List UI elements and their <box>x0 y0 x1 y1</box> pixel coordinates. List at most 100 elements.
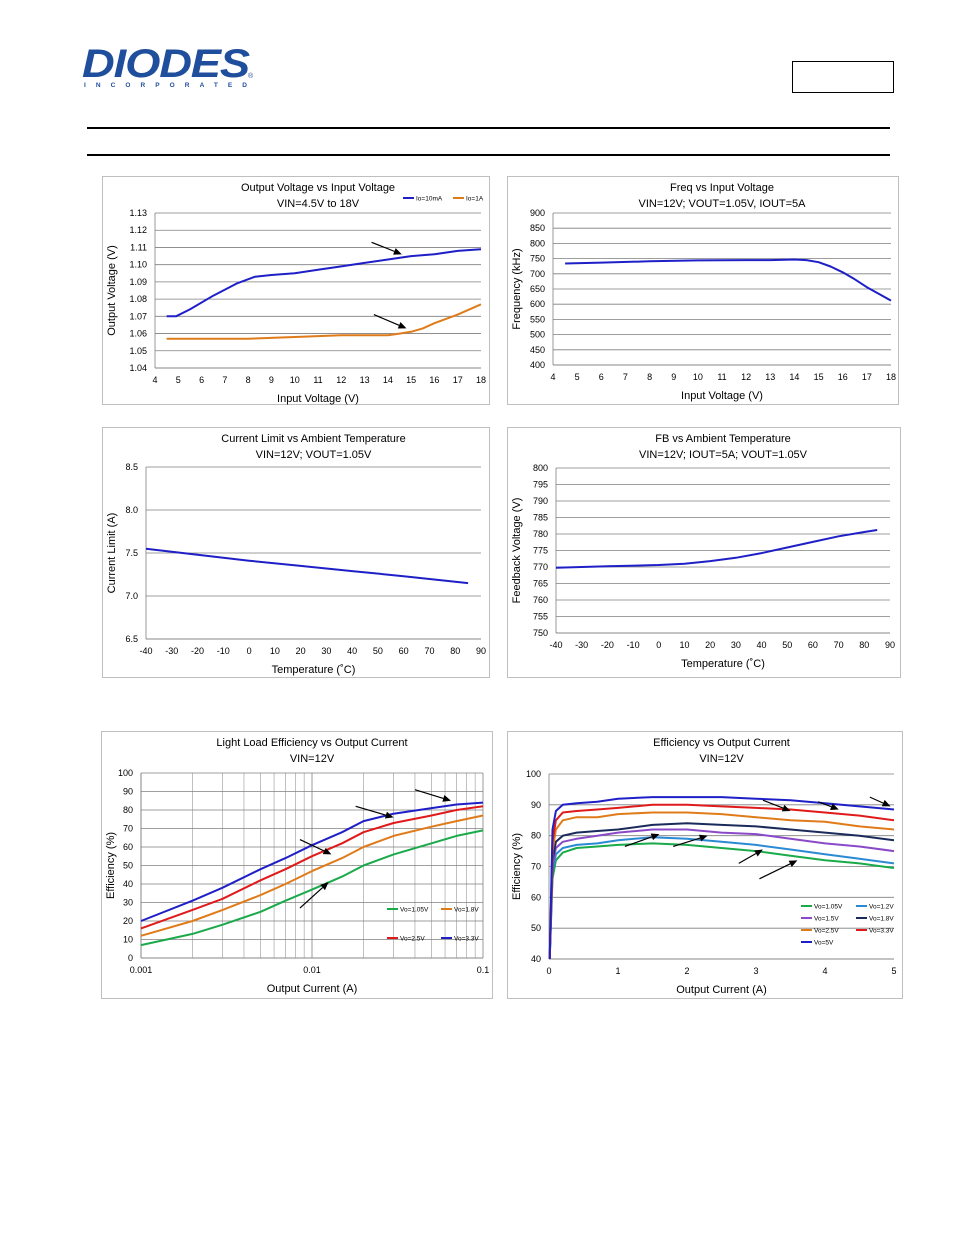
chart-1-x-tick-label: 10 <box>290 375 300 385</box>
chart-1-legend-label: Io=1A <box>466 196 484 203</box>
chart-1-annotation-arrowhead <box>393 248 402 255</box>
freq-series-fsw <box>565 258 892 302</box>
chart-4-y-tick-label: 770 <box>533 562 548 572</box>
chart-5-annotation-arrowhead <box>320 882 329 891</box>
brand-wordmark: DIODES <box>82 42 250 86</box>
chart-5-y-tick-label: 30 <box>123 898 133 908</box>
chart-2-x-tick-label: 15 <box>814 372 824 382</box>
chart-5-annotation-arrowhead <box>322 847 332 855</box>
chart-2-x-tick-label: 13 <box>765 372 775 382</box>
chart-1-x-tick-label: 18 <box>476 375 486 385</box>
eff-series-vo-1-8v <box>548 822 895 960</box>
chart-3-title: Current Limit vs Ambient Temperature <box>221 433 405 445</box>
chart-4-x-tick-label: -10 <box>627 640 640 650</box>
chart-3-x-tick-label: -30 <box>165 646 178 656</box>
chart-1-annotation-arrowhead <box>397 322 407 329</box>
chart-6-x-tick-label: 3 <box>753 966 758 976</box>
chart-2-x-tick-label: 8 <box>647 372 652 382</box>
chart-6-y-tick-label: 80 <box>531 831 541 841</box>
chart-6-legend-label: Vo=1.05V <box>814 904 843 911</box>
chart-2-x-tick-label: 16 <box>838 372 848 382</box>
vfb-series-vfb <box>555 529 878 569</box>
chart-3-x-tick-label: 70 <box>424 646 434 656</box>
chart-4-x-tick-label: 10 <box>679 640 689 650</box>
chart-4-y-tick-label: 795 <box>533 480 548 490</box>
chart-3-x-tick-label: 50 <box>373 646 383 656</box>
chart-1-y-tick-label: 1.13 <box>129 208 147 218</box>
header-rule-bottom <box>87 154 890 156</box>
chart-4-x-tick-label: 60 <box>808 640 818 650</box>
chart-5-y-tick-label: 60 <box>123 842 133 852</box>
chart-6-y-tick-label: 70 <box>531 862 541 872</box>
chart-2-y-tick-label: 450 <box>530 345 545 355</box>
chart-2-x-axis-label: Input Voltage (V) <box>681 390 763 402</box>
chart-6-y-tick-label: 60 <box>531 892 541 902</box>
chart-panel-light-load-efficiency: Light Load Efficiency vs Output Current V… <box>101 731 493 999</box>
chart-6-annotation-arrow <box>673 837 701 848</box>
chart-4-y-tick-label: 750 <box>533 628 548 638</box>
chart-4-y-tick-label: 790 <box>533 496 548 506</box>
chart-3-x-tick-label: 10 <box>270 646 280 656</box>
eff-series-vo-1-2v <box>548 836 895 960</box>
chart-1-title: Output Voltage vs Input Voltage <box>241 182 395 194</box>
diodes-logo: DIODES INCORPORATED ® <box>82 42 254 89</box>
chart-1-x-tick-label: 13 <box>360 375 370 385</box>
chart-3-x-tick-label: 40 <box>347 646 357 656</box>
ilim-series-ilim <box>145 547 469 585</box>
chart-2-x-tick-label: 18 <box>886 372 896 382</box>
chart-2-x-tick-label: 9 <box>671 372 676 382</box>
chart-2-x-tick-label: 5 <box>575 372 580 382</box>
chart-5-title: Light Load Efficiency vs Output Current <box>216 737 407 749</box>
chart-1-legend-label: Io=10mA <box>416 196 443 203</box>
eff-series-vo-3-3v <box>548 803 895 960</box>
chart-4-y-axis-label: Feedback Voltage (V) <box>511 498 523 604</box>
chart-1-x-tick-label: 15 <box>406 375 416 385</box>
chart-5-y-tick-label: 0 <box>128 953 133 963</box>
chart-2-y-axis-label: Frequency (kHz) <box>511 248 523 329</box>
chart-3-x-tick-label: 20 <box>296 646 306 656</box>
chart-5-y-tick-label: 70 <box>123 824 133 834</box>
registered-mark: ® <box>248 72 254 80</box>
chart-1-y-tick-label: 1.11 <box>130 242 147 252</box>
chart-panel-output-voltage: Output Voltage vs Input Voltage VIN=4.5V … <box>102 176 490 405</box>
chart-6-annotation-arrow <box>624 836 653 848</box>
part-number-box <box>792 61 894 93</box>
chart-5-x-tick-label: 0.001 <box>130 965 153 975</box>
chart-1-x-tick-label: 12 <box>336 375 346 385</box>
chart-6-x-tick-label: 5 <box>891 966 896 976</box>
chart-6-legend-label: Vo=5V <box>814 940 834 947</box>
chart-panel-feedback-voltage: FB vs Ambient Temperature VIN=12V; IOUT=5… <box>507 427 901 678</box>
chart-6-x-tick-label: 1 <box>615 966 620 976</box>
chart-1-x-tick-label: 8 <box>246 375 251 385</box>
chart-4-x-tick-label: 30 <box>731 640 741 650</box>
light-eff-series-vo-3-3v <box>140 801 484 922</box>
chart-5-y-tick-label: 100 <box>118 768 133 778</box>
frequency-chart: Freq vs Input Voltage VIN=12V; VOUT=1.05V… <box>511 182 896 402</box>
chart-panel-current-limit: Current Limit vs Ambient Temperature VIN=… <box>102 427 490 678</box>
output-voltage-chart: Output Voltage vs Input Voltage VIN=4.5V … <box>106 182 486 405</box>
chart-6-y-axis-label: Efficiency (%) <box>511 833 523 900</box>
chart-6-annotation-arrowhead <box>788 860 798 867</box>
chart-2-x-tick-label: 14 <box>789 372 799 382</box>
chart-5-y-tick-label: 90 <box>123 787 133 797</box>
chart-1-x-tick-label: 5 <box>176 375 181 385</box>
chart-1-x-tick-label: 6 <box>199 375 204 385</box>
chart-3-x-tick-label: -20 <box>191 646 204 656</box>
chart-4-x-axis-label: Temperature (˚C) <box>681 658 765 670</box>
chart-5-annotation-arrow <box>299 887 324 909</box>
current-limit-chart: Current Limit vs Ambient Temperature VIN=… <box>106 433 486 676</box>
chart-6-legend-label: Vo=3.3V <box>869 928 894 935</box>
chart-2-x-tick-label: 17 <box>862 372 872 382</box>
chart-6-legend-label: Vo=1.5V <box>814 916 839 923</box>
chart-2-y-tick-label: 500 <box>530 330 545 340</box>
light-eff-series-vo-1-8v <box>140 814 484 937</box>
chart-3-subtitle: VIN=12V; VOUT=1.05V <box>256 449 372 461</box>
vout-series-io-1a <box>166 303 482 340</box>
chart-1-x-tick-label: 16 <box>429 375 439 385</box>
chart-1-y-tick-label: 1.04 <box>129 363 147 373</box>
chart-5-annotation-arrowhead <box>384 811 394 819</box>
chart-4-subtitle: VIN=12V; IOUT=5A; VOUT=1.05V <box>639 449 808 461</box>
chart-6-legend-label: Vo=1.2V <box>869 904 894 911</box>
chart-1-x-tick-label: 4 <box>152 375 157 385</box>
chart-2-y-tick-label: 650 <box>530 284 545 294</box>
